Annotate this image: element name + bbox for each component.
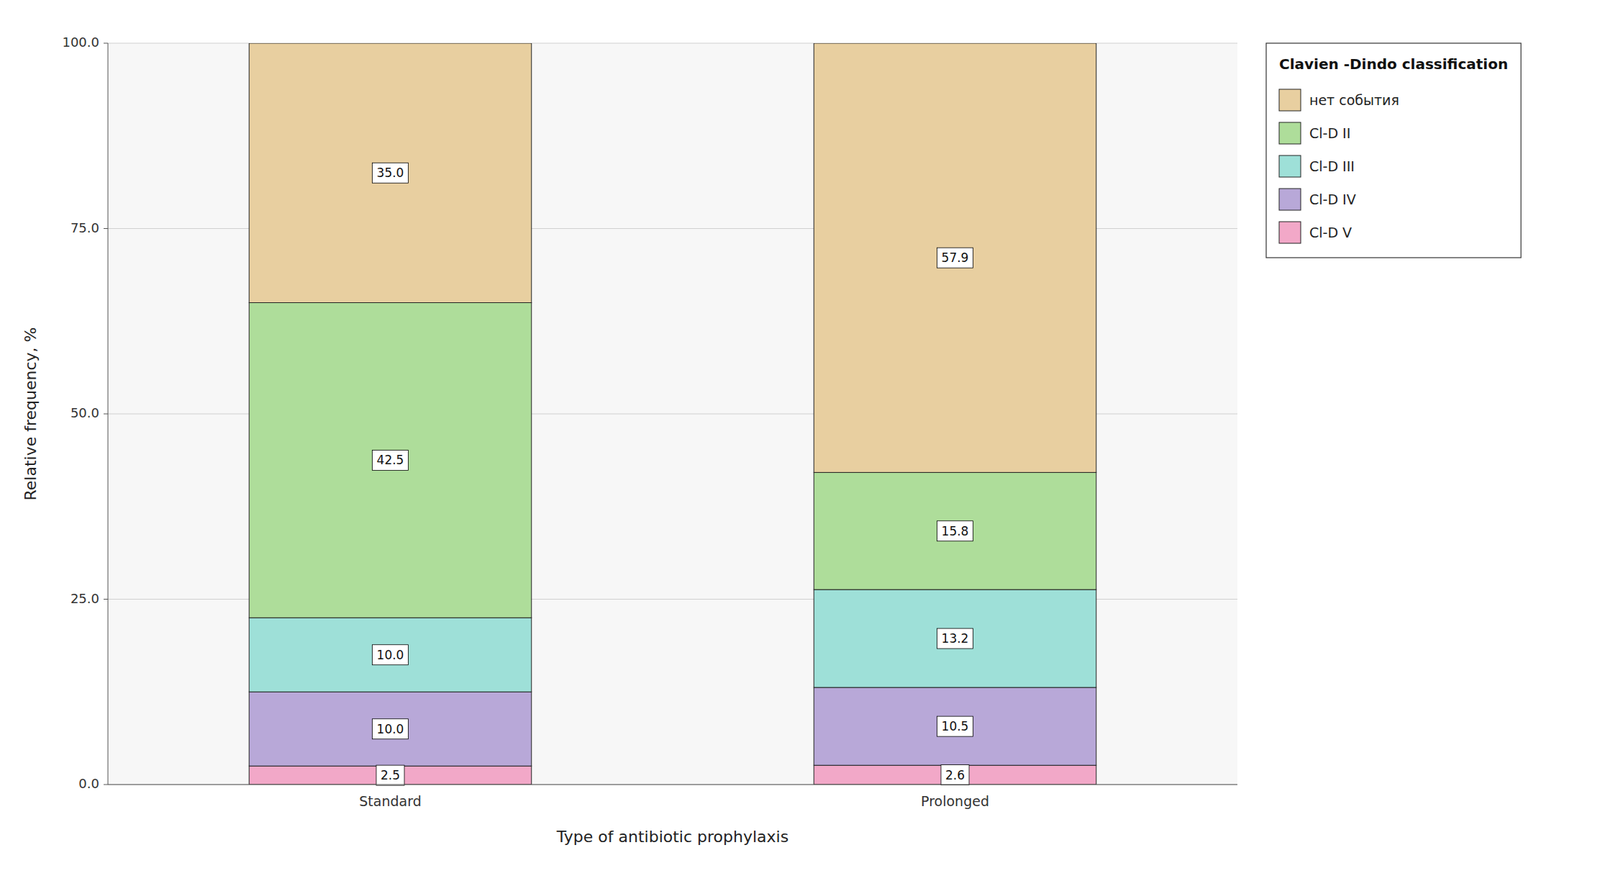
bar-segment xyxy=(248,765,532,785)
bar-segment xyxy=(248,617,532,692)
y-axis-line xyxy=(107,43,109,785)
data-label-box xyxy=(372,644,409,665)
data-label-text: 2.5 xyxy=(380,767,400,783)
data-label: 13.2 xyxy=(937,628,974,649)
data-label: 42.5 xyxy=(372,449,409,470)
legend-label: Cl-D IV xyxy=(1309,191,1357,208)
data-label: 10.0 xyxy=(372,718,409,739)
data-label-box xyxy=(937,715,974,736)
legend-swatch xyxy=(1279,221,1301,244)
legend-swatch xyxy=(1279,188,1301,211)
legend-label: Cl-D III xyxy=(1309,158,1355,175)
bar-segment xyxy=(248,691,532,766)
bar-segment xyxy=(813,764,1097,785)
legend-swatch xyxy=(1279,122,1301,144)
data-label-text: 35.0 xyxy=(376,165,405,180)
y-tick xyxy=(103,413,108,415)
x-tick-label: Standard xyxy=(358,792,421,809)
data-label-text: 13.2 xyxy=(941,630,970,646)
data-label: 57.9 xyxy=(937,247,974,268)
data-label-text: 15.8 xyxy=(941,523,970,539)
data-label-box xyxy=(372,162,409,183)
data-label-text: 10.0 xyxy=(376,721,405,736)
plot-area xyxy=(107,43,1238,785)
data-labels: 2.5 2.6 10.0 10.5 10.0 13.2 42.5 15.8 35.0 57.9 xyxy=(372,162,974,785)
data-label: 2.5 xyxy=(376,764,405,785)
data-label: 10.0 xyxy=(372,644,409,665)
y-tick-label: 0.0 xyxy=(78,775,100,791)
x-tick-label: Prolonged xyxy=(920,792,990,809)
y-tick-label: 100.0 xyxy=(61,34,100,50)
bars xyxy=(248,43,1097,785)
data-label-text: 10.5 xyxy=(941,718,970,734)
y-tick-label: 50.0 xyxy=(70,405,100,421)
data-label-text: 57.9 xyxy=(941,250,970,265)
y-tick xyxy=(103,43,108,44)
y-axis-title: Relative frequency, % xyxy=(21,327,40,501)
data-label: 10.5 xyxy=(937,715,974,736)
data-label-text: 2.6 xyxy=(945,767,965,783)
data-label-box xyxy=(372,449,409,470)
legend: Clavien -Dindo classification нет события… xyxy=(1266,43,1521,258)
bar-segment xyxy=(813,589,1097,688)
legend-label: нет события xyxy=(1309,92,1400,108)
data-label: 15.8 xyxy=(937,520,974,542)
x-axis-title: Type of antibiotic prophylaxis xyxy=(556,827,789,846)
legend-label: Cl-D II xyxy=(1309,125,1351,142)
legend-title: Clavien -Dindo classification xyxy=(1279,55,1508,73)
bar-segment xyxy=(248,43,532,303)
data-label-box xyxy=(372,718,409,739)
grid xyxy=(107,43,1238,785)
data-label-box xyxy=(937,628,974,649)
bar-segment xyxy=(813,43,1097,472)
chart: 0.0 25.0 50.0 75.0 100.0 2.5 2.6 10.0 10.5 10.0 13… xyxy=(0,0,1600,881)
data-label-box xyxy=(941,764,970,785)
x-axis-line xyxy=(107,784,1238,785)
data-label-text: 10.0 xyxy=(376,647,405,662)
y-tick-label: 75.0 xyxy=(70,220,100,236)
legend-swatch xyxy=(1279,89,1301,111)
legend-frame xyxy=(1266,43,1521,258)
bar-segment xyxy=(813,471,1097,590)
data-label-box xyxy=(376,764,405,785)
y-tick xyxy=(103,598,108,600)
data-label: 35.0 xyxy=(372,162,409,183)
y-tick xyxy=(103,784,108,785)
bar-segment xyxy=(248,302,532,618)
data-label-box xyxy=(937,247,974,268)
legend-label: Cl-D V xyxy=(1309,224,1352,241)
data-label-box xyxy=(937,520,974,542)
y-tick xyxy=(103,228,108,229)
y-axis: 0.0 25.0 50.0 75.0 100.0 xyxy=(61,34,108,791)
legend-swatch xyxy=(1279,155,1301,177)
data-label: 2.6 xyxy=(941,764,970,785)
data-label-text: 42.5 xyxy=(376,452,405,467)
grid-line xyxy=(107,784,1238,785)
y-tick-label: 25.0 xyxy=(70,590,100,606)
bar-segment xyxy=(813,687,1097,765)
